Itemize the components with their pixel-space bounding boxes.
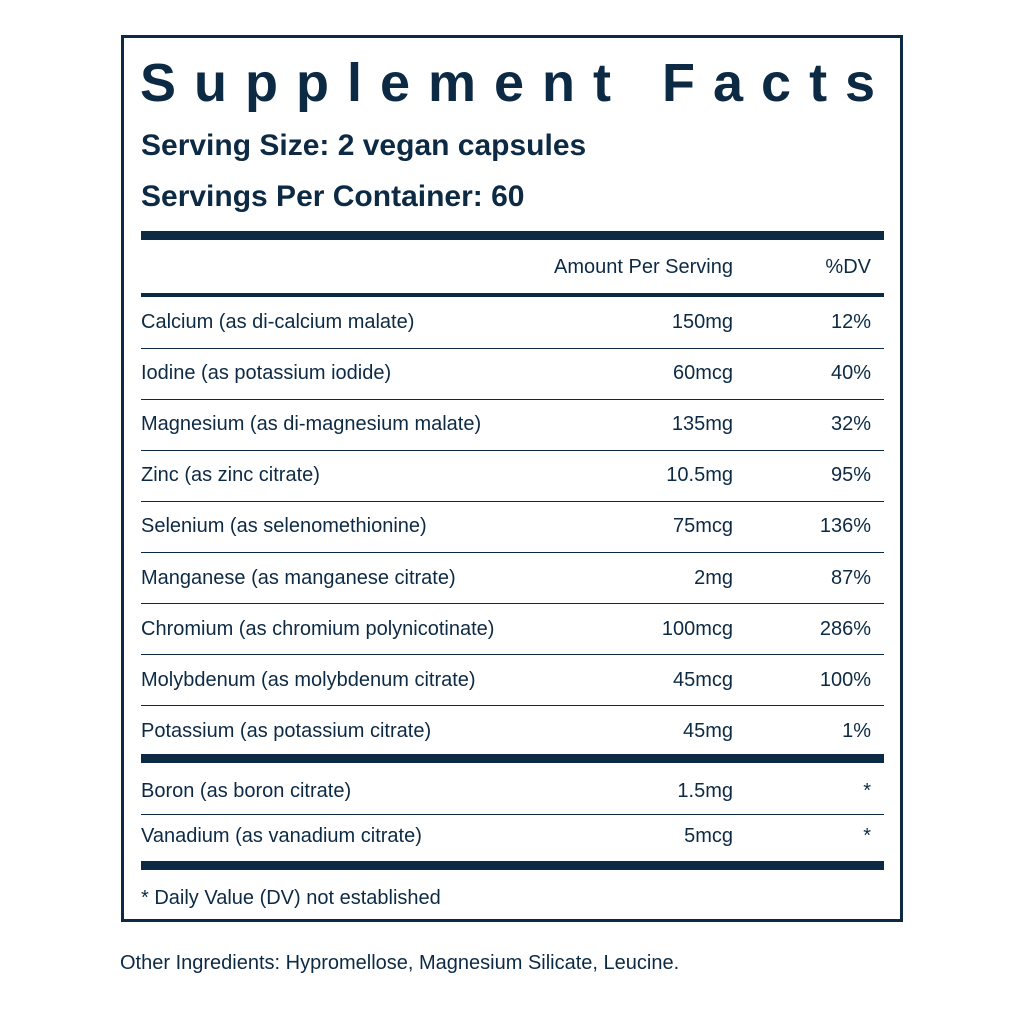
daily-value: * <box>863 825 871 847</box>
amount: 1.5mg <box>677 780 733 802</box>
amount: 100mcg <box>661 617 733 640</box>
column-header: Amount Per Serving <box>554 256 733 278</box>
thick-rule <box>141 231 884 240</box>
amount: 135mg <box>671 413 733 436</box>
row-divider <box>141 449 884 451</box>
thick-rule <box>141 861 884 870</box>
amount: 75mcg <box>672 515 733 538</box>
row-divider <box>141 551 884 553</box>
daily-value: 87% <box>830 566 871 589</box>
daily-value: 1% <box>842 719 871 742</box>
amount: 45mcg <box>672 668 733 691</box>
nutrient-name: Molybdenum (as molybdenum citrate) <box>141 668 476 691</box>
nutrient-name: Boron (as boron citrate) <box>141 780 352 802</box>
rule <box>141 293 884 297</box>
nutrient-name: Calcium (as di-calcium malate) <box>141 311 415 333</box>
nutrient-name: Manganese (as manganese citrate) <box>141 566 456 589</box>
row-divider <box>141 654 884 656</box>
row-divider <box>141 813 884 815</box>
amount: 45mg <box>682 719 733 742</box>
row-divider <box>141 500 884 502</box>
amount: 2mg <box>694 566 733 589</box>
row-divider <box>141 347 884 349</box>
title: Supplement Facts <box>140 53 894 113</box>
row-divider <box>141 603 884 605</box>
nutrient-name: Iodine (as potassium iodide) <box>141 362 392 385</box>
nutrient-name: Zinc (as zinc citrate) <box>141 464 320 487</box>
amount: 60mcg <box>672 362 733 385</box>
nutrient-name: Selenium (as selenomethionine) <box>141 515 427 538</box>
daily-value: 95% <box>830 464 871 487</box>
daily-value: 32% <box>830 413 871 436</box>
daily-value: 40% <box>830 362 871 385</box>
row-divider <box>141 705 884 707</box>
daily-value: 100% <box>819 668 871 691</box>
facts-box <box>121 35 903 922</box>
amount: 150mg <box>671 311 733 333</box>
daily-value: 136% <box>819 515 871 538</box>
nutrient-name: Vanadium (as vanadium citrate) <box>141 825 422 847</box>
other-ingredients: Other Ingredients: Hypromellose, Magnesi… <box>120 952 680 974</box>
footnote: * Daily Value (DV) not established <box>141 887 441 909</box>
amount: 5mcg <box>684 825 733 847</box>
servings-per-container: Servings Per Container: 60 <box>141 180 525 213</box>
nutrient-name: Potassium (as potassium citrate) <box>141 719 432 742</box>
nutrient-name: Chromium (as chromium polynicotinate) <box>141 617 495 640</box>
column-header: %DV <box>825 256 871 278</box>
amount: 10.5mg <box>666 464 733 487</box>
thick-rule <box>141 754 884 763</box>
serving-size: Serving Size: 2 vegan capsules <box>141 129 587 162</box>
daily-value: * <box>863 780 871 802</box>
nutrient-name: Magnesium (as di-magnesium malate) <box>141 413 482 436</box>
row-divider <box>141 398 884 400</box>
daily-value: 12% <box>830 311 871 333</box>
daily-value: 286% <box>819 617 871 640</box>
